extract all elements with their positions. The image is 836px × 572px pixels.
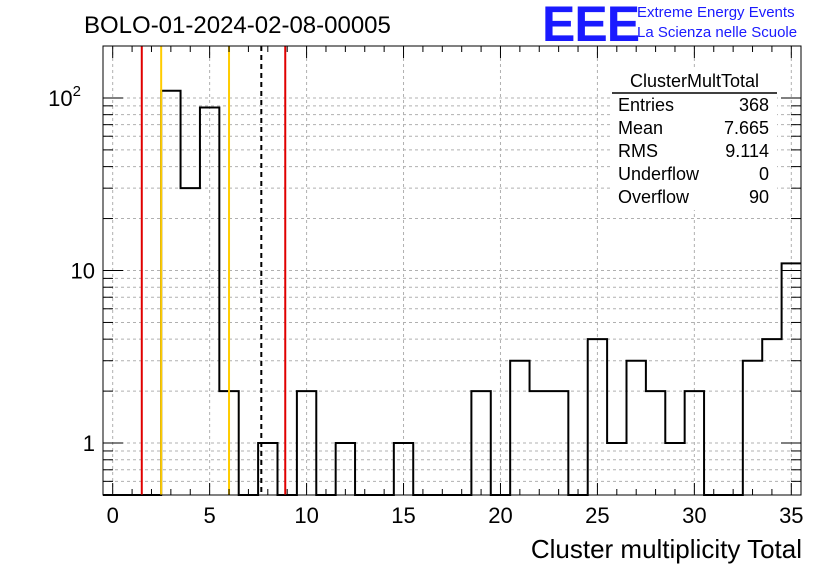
stats-row-value: 90 — [749, 187, 769, 207]
stats-row-label: Overflow — [618, 187, 690, 207]
stats-row-label: Mean — [618, 118, 663, 138]
x-tick-label: 0 — [107, 503, 119, 528]
x-tick-label: 15 — [391, 503, 415, 528]
logo-line-1: Extreme Energy Events — [637, 4, 795, 21]
logo-line-2: La Scienza nelle Scuole — [637, 24, 798, 41]
stats-row-value: 9.114 — [725, 141, 769, 161]
y-tick-label: 102 — [48, 83, 81, 111]
stats-row-value: 7.665 — [724, 118, 769, 138]
x-tick-label: 35 — [779, 503, 803, 528]
x-tick-label: 10 — [294, 503, 318, 528]
x-axis-label: Cluster multiplicity Total — [530, 534, 802, 564]
stats-row-label: Underflow — [618, 164, 700, 184]
y-tick-label: 1 — [83, 431, 95, 456]
x-tick-label: 20 — [488, 503, 512, 528]
stats-row-label: RMS — [618, 141, 658, 161]
x-tick-label: 30 — [682, 503, 706, 528]
stats-title: ClusterMultTotal — [630, 71, 759, 91]
stats-row-value: 368 — [739, 95, 769, 115]
stats-row-value: 0 — [759, 164, 769, 184]
y-tick-label: 10 — [71, 259, 95, 284]
plot-title: BOLO-01-2024-02-08-00005 — [84, 12, 391, 39]
x-tick-label: 25 — [585, 503, 609, 528]
eee-logo: EEE — [542, 0, 640, 52]
x-tick-label: 5 — [204, 503, 216, 528]
stats-row-label: Entries — [618, 95, 674, 115]
